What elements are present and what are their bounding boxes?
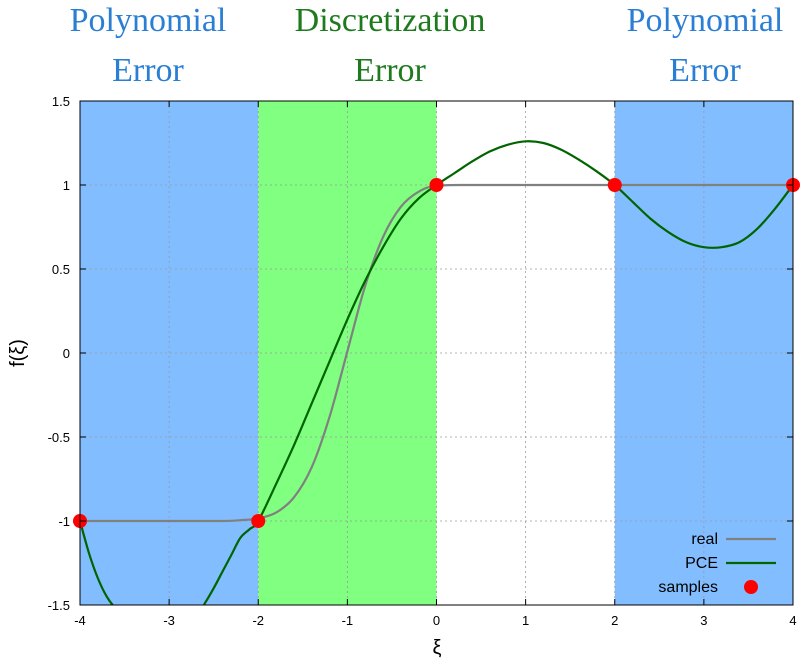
right-region-title-line2: Error	[669, 52, 741, 89]
x-tick-label: 1	[522, 613, 529, 628]
left-region-title-line1: Polynomial	[69, 2, 227, 39]
axis-ticks: -4 -3 -2 -1 0 1 2 3 4 -1.5 -1 -0.5 0 0.5 1 1.5	[48, 94, 797, 628]
x-tick-label: 4	[789, 613, 796, 628]
x-tick-label: -3	[163, 613, 175, 628]
y-axis-label: f(ξ)	[7, 339, 29, 367]
legend: real PCE samples	[658, 531, 776, 596]
left-region-title-line2: Error	[112, 52, 184, 89]
middle-region-title-line2: Error	[354, 52, 426, 89]
x-axis-label: ξ	[433, 637, 442, 659]
left-region-title: Polynomial Error	[48, 0, 248, 96]
x-tick-label: 2	[611, 613, 618, 628]
series-line-pce	[80, 140, 793, 605]
legend-swatch-samples	[744, 580, 758, 594]
middle-region-title: Discretization Error	[255, 0, 525, 96]
y-tick-label: -0.5	[48, 430, 70, 445]
x-tick-label: -4	[74, 613, 86, 628]
right-region-title: Polynomial Error	[605, 0, 800, 96]
sample-point	[251, 514, 266, 528]
series-line-real	[80, 183, 793, 523]
right-region-title-line1: Polynomial	[626, 2, 784, 39]
y-tick-label: 0	[63, 346, 70, 361]
series	[73, 140, 800, 605]
sample-point	[607, 178, 622, 192]
y-tick-label: -1.5	[48, 598, 70, 613]
middle-region-title-line1: Discretization	[294, 2, 486, 39]
x-tick-label: -2	[252, 613, 264, 628]
x-tick-label: 3	[700, 613, 707, 628]
legend-label-samples: samples	[658, 579, 718, 596]
y-tick-label: -1	[58, 514, 70, 529]
sample-point	[429, 178, 444, 192]
legend-label-pce: PCE	[685, 555, 718, 572]
y-tick-label: 1.5	[52, 94, 70, 109]
x-tick-label: -1	[342, 613, 354, 628]
x-tick-label: 0	[433, 613, 440, 628]
legend-label-real: real	[691, 531, 718, 548]
y-tick-label: 0.5	[52, 262, 70, 277]
y-tick-label: 1	[63, 178, 70, 193]
